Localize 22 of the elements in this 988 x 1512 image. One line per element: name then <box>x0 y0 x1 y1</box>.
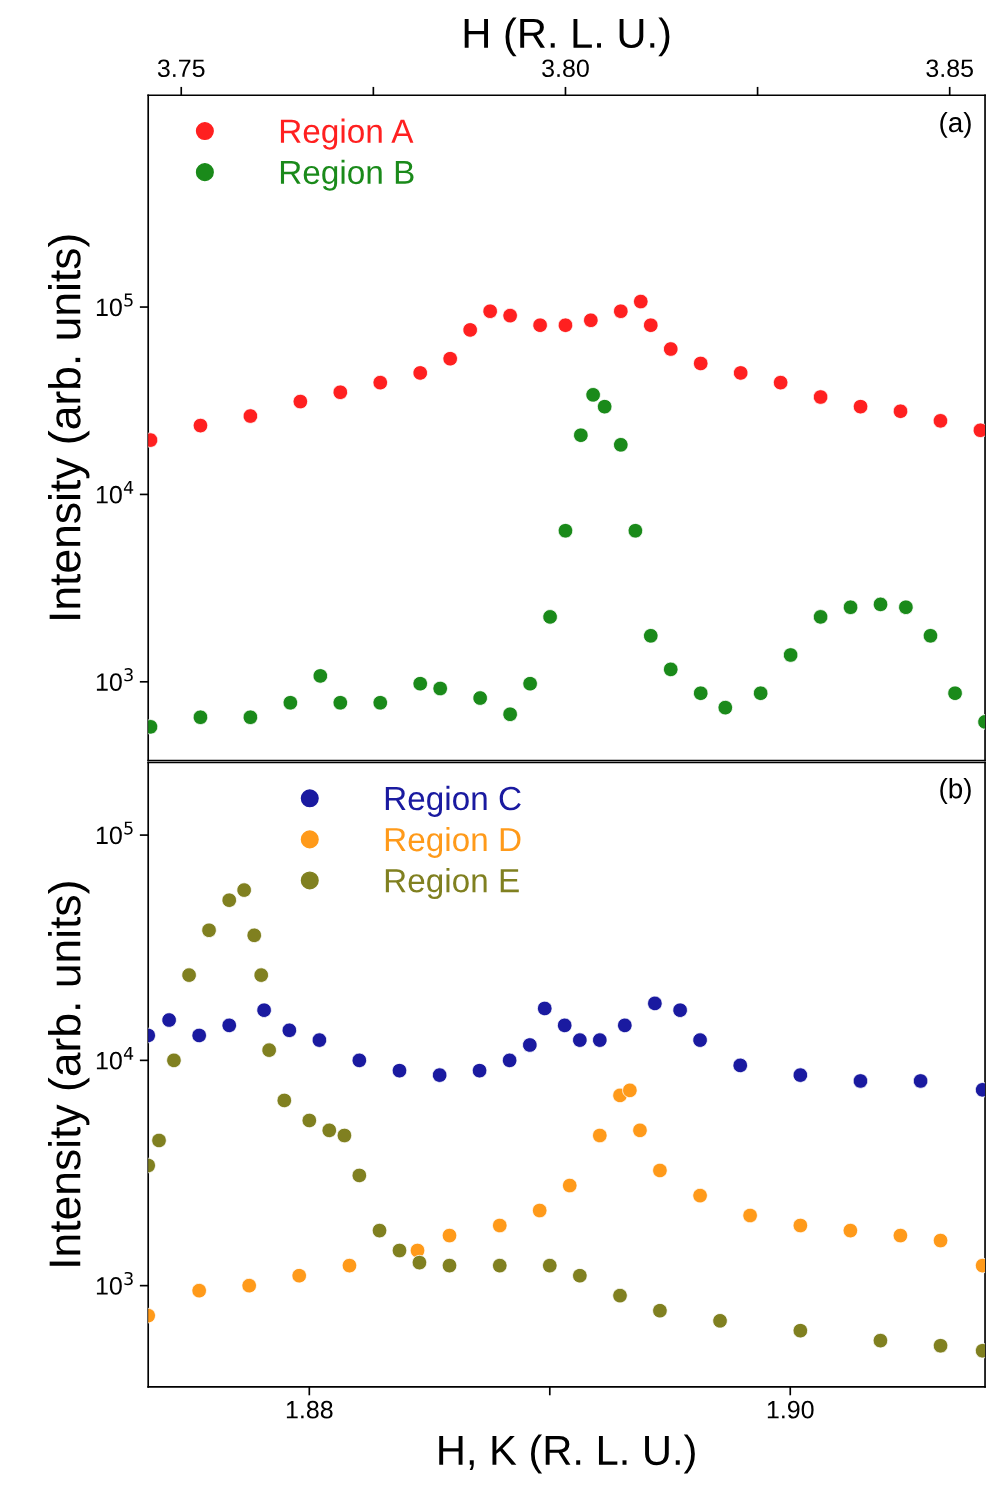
annotation: (b) <box>940 778 971 804</box>
y-tick-label: 10$^{4}$ <box>96 1046 134 1070</box>
x-tick-label: 3.75 <box>157 59 205 78</box>
x-tick-label: 1.90 <box>767 1400 814 1419</box>
x-tick-label: 1.88 <box>286 1400 333 1419</box>
y-tick-label: 10$^{4}$ <box>96 480 134 504</box>
x-tick-label: 3.80 <box>542 59 589 78</box>
y-tick-label: 10$^{5}$ <box>96 293 133 317</box>
x-tick-label: 3.85 <box>926 59 973 78</box>
annotation: (a) <box>940 111 971 138</box>
y-axis-title: Intensity (arb. units) <box>48 235 90 619</box>
y-axis-title: Intensity (arb. units) <box>48 882 90 1266</box>
x-axis-title: H, K (R. L. U.) <box>439 1434 695 1474</box>
x-axis-title: H (R. L. U.) <box>464 17 670 57</box>
legend-label: Region D <box>385 826 521 858</box>
y-tick-label: 10$^{5}$ <box>96 821 133 845</box>
legend-label: Region E <box>385 867 519 900</box>
y-tick-label: 10$^{3}$ <box>96 668 133 691</box>
y-tick-label: 10$^{3}$ <box>96 1271 133 1295</box>
legend-label: Region A <box>280 118 414 150</box>
legend-label: Region B <box>280 159 414 191</box>
legend-label: Region C <box>385 785 521 817</box>
